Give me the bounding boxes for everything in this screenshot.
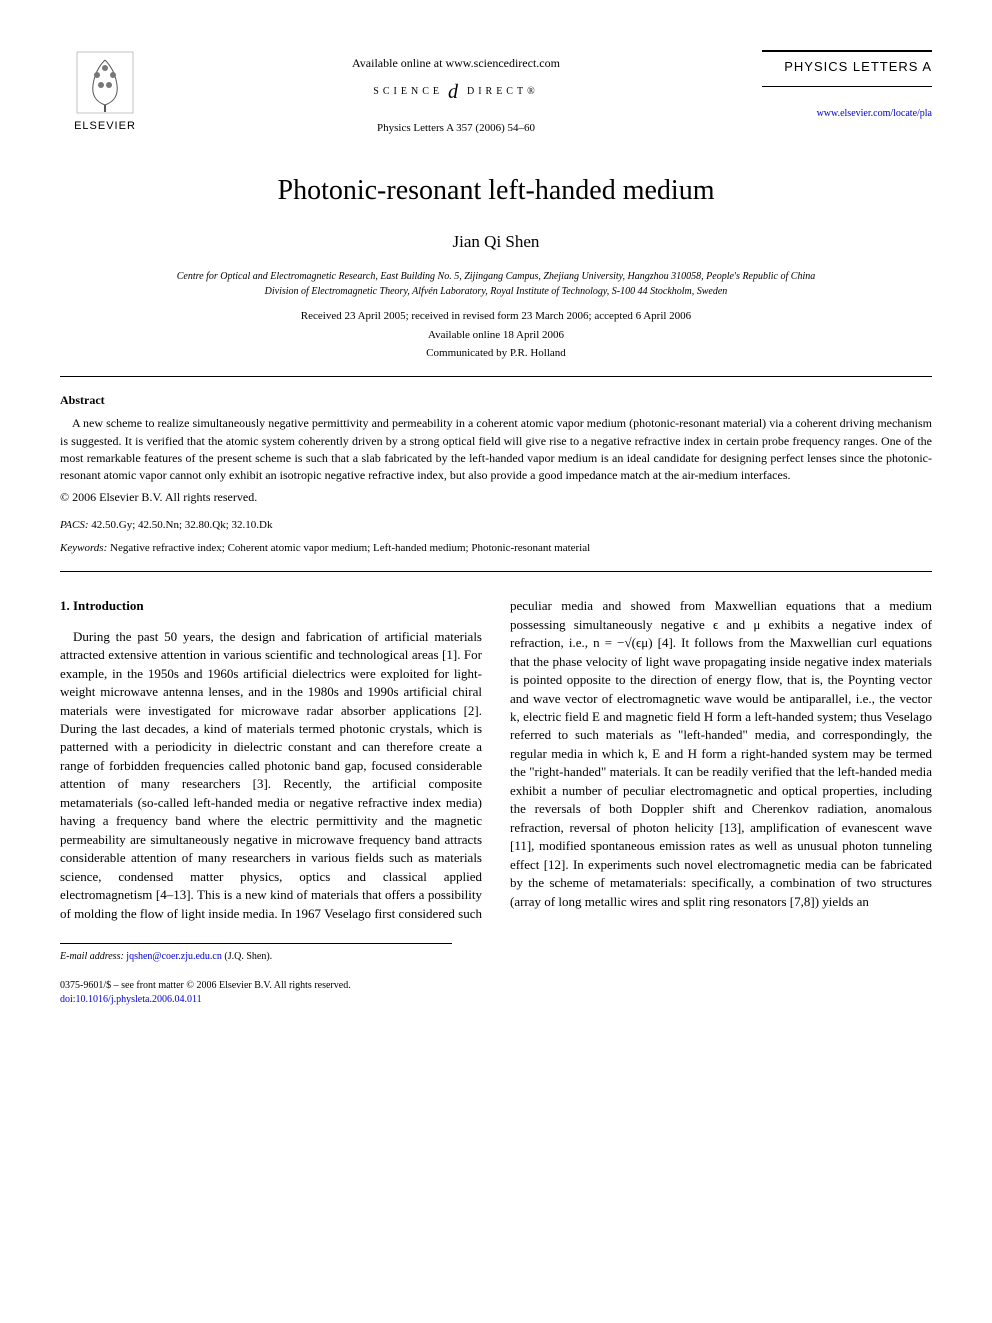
affiliation-block: Centre for Optical and Electromagnetic R…: [60, 269, 932, 299]
affiliation-line-1: Centre for Optical and Electromagnetic R…: [60, 269, 932, 284]
communicated-by: Communicated by P.R. Holland: [60, 346, 932, 361]
abstract-copyright: © 2006 Elsevier B.V. All rights reserved…: [60, 489, 932, 506]
author-name: Jian Qi Shen: [60, 230, 932, 254]
divider-top: [60, 376, 932, 377]
body-columns: 1. Introduction During the past 50 years…: [60, 597, 932, 923]
pacs-line: PACS: 42.50.Gy; 42.50.Nn; 32.80.Qk; 32.1…: [60, 518, 932, 533]
journal-name: PHYSICS LETTERS A: [762, 58, 932, 76]
intro-paragraph: During the past 50 years, the design and…: [60, 597, 932, 923]
keywords-line: Keywords: Negative refractive index; Coh…: [60, 541, 932, 556]
science-direct-logo: SCIENCE d DIRECT®: [150, 78, 762, 106]
sd-glyph-icon: d: [448, 78, 462, 106]
keywords-label: Keywords:: [60, 542, 107, 554]
email-label: E-mail address:: [60, 951, 124, 962]
pacs-label: PACS:: [60, 519, 89, 531]
section-1-heading: 1. Introduction: [60, 597, 482, 615]
elsevier-label: ELSEVIER: [74, 119, 136, 134]
footer-copyright: 0375-9601/$ – see front matter © 2006 El…: [60, 979, 932, 993]
center-header: Available online at www.sciencedirect.co…: [150, 50, 762, 136]
sd-right: DIRECT®: [467, 85, 539, 99]
keywords-text: Negative refractive index; Coherent atom…: [110, 542, 590, 554]
journal-title-bar: PHYSICS LETTERS A: [762, 50, 932, 87]
journal-citation: Physics Letters A 357 (2006) 54–60: [150, 121, 762, 136]
email-footnote: E-mail address: jqshen@coer.zju.edu.cn (…: [60, 943, 452, 964]
header-row: ELSEVIER Available online at www.science…: [60, 50, 932, 136]
doi-link[interactable]: doi:10.1016/j.physleta.2006.04.011: [60, 993, 932, 1007]
available-online-text: Available online at www.sciencedirect.co…: [150, 55, 762, 72]
affiliation-line-2: Division of Electromagnetic Theory, Alfv…: [60, 284, 932, 299]
abstract-heading: Abstract: [60, 392, 932, 409]
sd-left: SCIENCE: [373, 85, 443, 99]
pacs-codes: 42.50.Gy; 42.50.Nn; 32.80.Qk; 32.10.Dk: [91, 519, 272, 531]
abstract-body: A new scheme to realize simultaneously n…: [60, 416, 932, 482]
available-online-date: Available online 18 April 2006: [60, 328, 932, 343]
email-author-paren: (J.Q. Shen).: [224, 951, 272, 962]
divider-bottom: [60, 571, 932, 572]
received-dates: Received 23 April 2005; received in revi…: [60, 309, 932, 324]
page-footer: 0375-9601/$ – see front matter © 2006 El…: [60, 979, 932, 1007]
article-title: Photonic-resonant left-handed medium: [60, 171, 932, 210]
elsevier-publisher-block: ELSEVIER: [60, 50, 150, 134]
elsevier-tree-logo: [75, 50, 135, 115]
right-header: PHYSICS LETTERS A www.elsevier.com/locat…: [762, 50, 932, 121]
journal-url-link[interactable]: www.elsevier.com/locate/pla: [762, 107, 932, 121]
author-email-link[interactable]: jqshen@coer.zju.edu.cn: [126, 951, 222, 962]
abstract-text: A new scheme to realize simultaneously n…: [60, 415, 932, 485]
